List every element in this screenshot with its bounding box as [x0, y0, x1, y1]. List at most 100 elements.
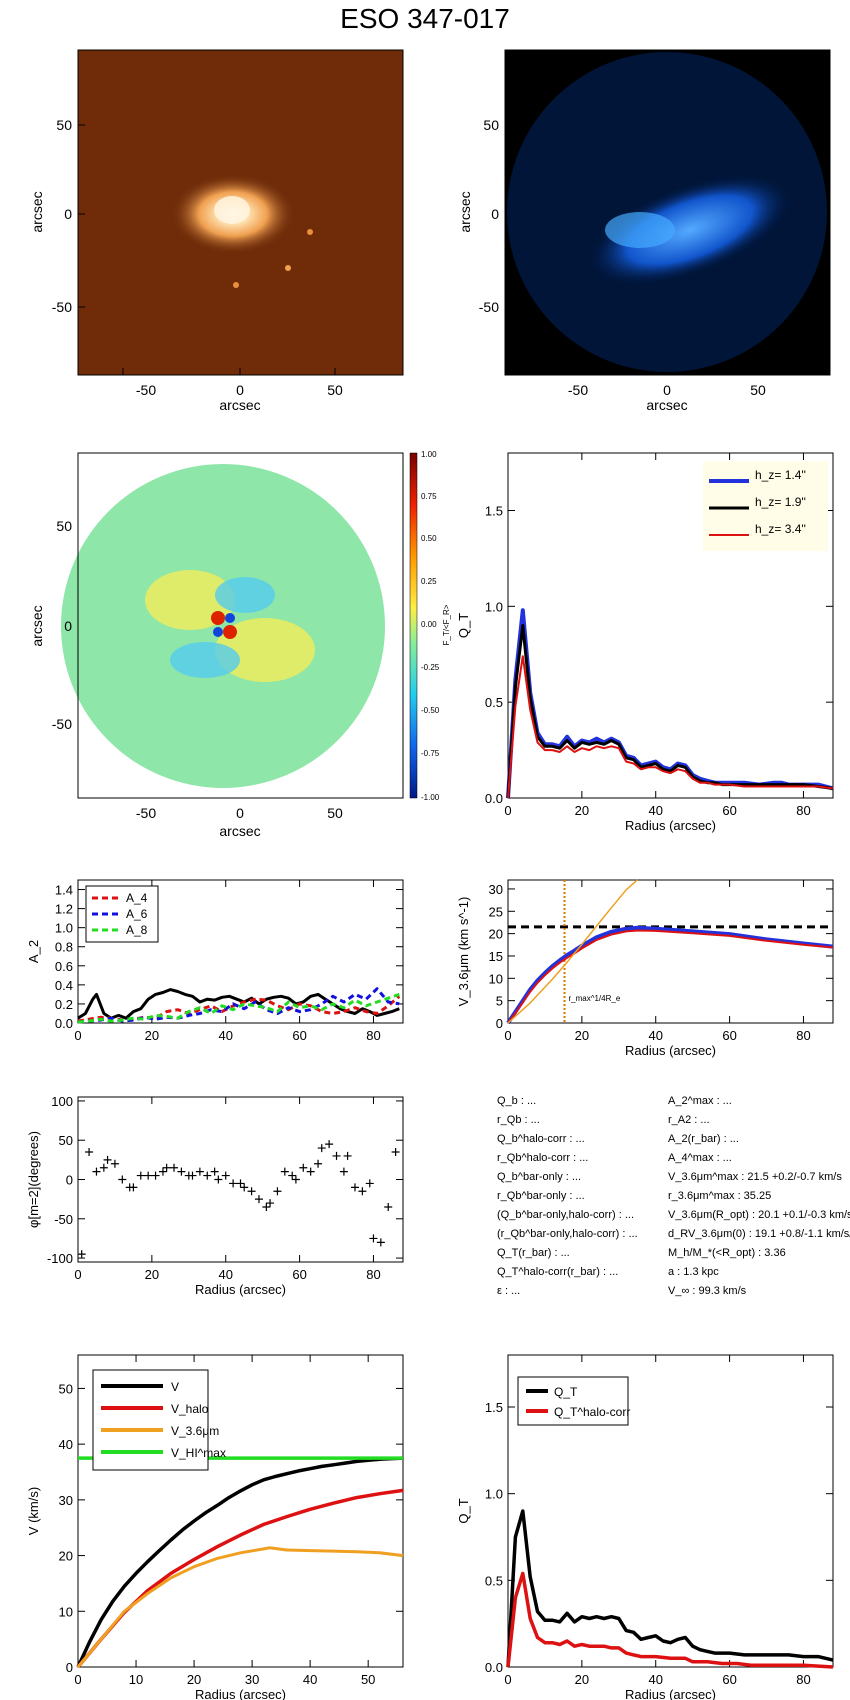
scatter-point [391, 1148, 400, 1156]
colorbar-label: F_T/<F_R> [442, 604, 451, 645]
legend-label: h_z= 1.4'' [755, 468, 806, 482]
axis-ylabel: A_2 [26, 940, 41, 963]
y-tick-label: 100 [51, 1094, 73, 1109]
x-tick-label: 20 [145, 1267, 159, 1282]
y-tick-label: 20 [489, 927, 503, 942]
info-left-9: Q_T^halo-corr(r_bar) : ... [497, 1266, 618, 1278]
tick-label: -50 [136, 805, 156, 821]
axis-xlabel: arcsec [219, 397, 260, 413]
tick-label: -50 [52, 299, 72, 315]
y-tick-label: 10 [489, 971, 503, 986]
info-panel: Q_b : ... r_Qb : ... Q_b^halo-corr : ...… [497, 1095, 850, 1297]
info-left-5: r_Qb^bar-only : ... [497, 1190, 585, 1202]
y-tick-label: 1.2 [55, 902, 73, 917]
tick-label: -50 [136, 382, 156, 398]
x-tick-label: 20 [187, 1672, 201, 1687]
scatter-point [299, 1163, 308, 1172]
y-tick-label: 15 [489, 949, 503, 964]
colorbar-ticks: 1.00 0.75 0.50 0.25 0.00 -0.25 -0.50 -0.… [421, 450, 451, 802]
y-tick-label: 5 [496, 994, 503, 1009]
tick-label: 0 [663, 382, 671, 398]
x-tick-label: 20 [575, 1672, 589, 1687]
x-tick-label: 40 [218, 1028, 232, 1043]
x-tick-label: 40 [648, 1028, 662, 1043]
galaxy-knot [285, 265, 291, 271]
series-line [506, 1509, 834, 1668]
scatter-point [236, 1179, 245, 1188]
x-tick-label: 0 [504, 803, 511, 818]
chart-amplitudes: 0 20 40 60 80 0.0 0.2 0.4 0.6 0.8 1.0 1.2 1.4 A_2 A_4 A… [26, 879, 404, 1043]
y-tick-label: 10 [59, 1604, 73, 1619]
x-tick-label: 0 [504, 1028, 511, 1043]
scatter-point [99, 1163, 108, 1172]
scatter-point [247, 1187, 256, 1196]
force-disk [61, 464, 385, 788]
axis-ylabel: φ[m=2](degrees) [26, 1131, 41, 1228]
y-tick-label: 50 [59, 1381, 73, 1396]
scatter-point [254, 1195, 263, 1204]
colorbar-tick: 0.25 [421, 577, 437, 586]
info-left-4: Q_b^bar-only : ... [497, 1171, 581, 1183]
legend-label: V_3.6μm [171, 1424, 219, 1438]
scatter-point [229, 1179, 238, 1188]
tick-label: 50 [750, 382, 766, 398]
plot-frame [77, 879, 404, 1024]
figure-title: ESO 347-017 [340, 3, 510, 34]
y-tick-label: 0.0 [485, 791, 503, 806]
scatter-point [262, 1203, 271, 1211]
scatter-point [384, 1203, 393, 1211]
x-tick-label: 60 [722, 803, 736, 818]
series-line [507, 929, 834, 1024]
axis-ylabel: Q_T [456, 1498, 471, 1523]
y-tick-label: 1.0 [55, 921, 73, 936]
image-force-frame [77, 452, 404, 799]
series-line [506, 624, 834, 799]
scatter-point [195, 1167, 204, 1176]
y-tick-label: 30 [489, 882, 503, 897]
info-right-8: M_h/M_*(<R_opt) : 3.36 [668, 1247, 786, 1259]
y-tick-label: 1.4 [55, 883, 73, 898]
x-tick-label: 20 [145, 1028, 159, 1043]
scatter-point [214, 1175, 223, 1184]
axis-xlabel: Radius (arcsec) [625, 1043, 716, 1058]
tick-label: -50 [568, 382, 588, 398]
series-line [77, 992, 400, 1024]
axis-ylabel: arcsec [29, 605, 45, 646]
scatter-point [129, 1183, 138, 1192]
reference-vline-label: r_max^1/4R_e [569, 994, 621, 1003]
axis-xlabel: Radius (arcsec) [195, 1687, 286, 1700]
colorbar-tick: -1.00 [421, 793, 440, 802]
x-tick-label: 0 [74, 1028, 81, 1043]
legend-label: Q_T [554, 1385, 578, 1399]
y-tick-label: 0 [496, 1016, 503, 1031]
galaxy-core [214, 196, 250, 224]
info-left-8: Q_T(r_bar) : ... [497, 1247, 570, 1259]
hi-emission [585, 173, 795, 287]
axis-ylabel: arcsec [29, 191, 45, 232]
y-tick-label: 0 [66, 1173, 73, 1188]
info-right-3: A_4^max : ... [668, 1152, 732, 1164]
scatter-point [118, 1175, 127, 1184]
tick-label: -50 [52, 716, 72, 732]
scatter-point [158, 1167, 167, 1176]
y-tick-label: 1.5 [485, 1400, 503, 1415]
x-tick-label: 60 [292, 1267, 306, 1282]
plot-frame [507, 879, 834, 1024]
scatter-point [314, 1159, 323, 1168]
y-tick-label: 0.0 [55, 1016, 73, 1031]
force-core [211, 611, 225, 625]
legend-label: A_8 [126, 923, 148, 937]
y-tick-label: 1.0 [485, 599, 503, 614]
galaxy-knot [307, 229, 313, 235]
legend-label: V_halo [171, 1402, 209, 1416]
series-line [507, 655, 834, 799]
x-tick-label: 0 [74, 1267, 81, 1282]
plot-frame [507, 452, 834, 799]
scatter-point [162, 1163, 171, 1172]
tick-label: 50 [56, 518, 72, 534]
chart-phase: 0 20 40 60 80 -100 -50 0 50 100 Radius (arcsec) φ[m… [26, 1094, 404, 1297]
scatter-point [92, 1167, 101, 1176]
scatter-point [85, 1148, 94, 1156]
x-tick-label: 80 [366, 1028, 380, 1043]
scatter-point [110, 1159, 119, 1168]
